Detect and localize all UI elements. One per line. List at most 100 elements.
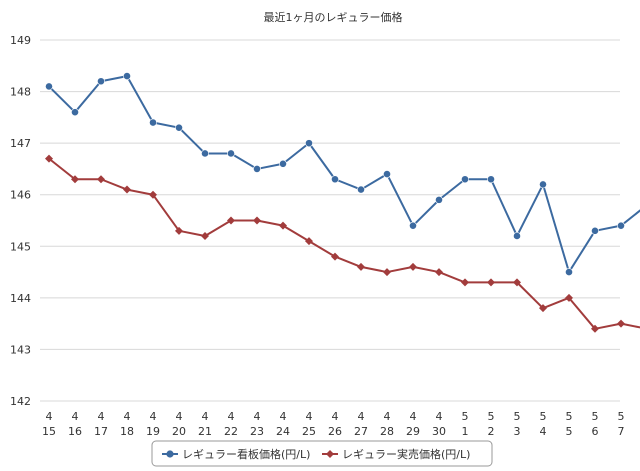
x-axis: 4154164174184194204214224234244254264274… [42,410,625,438]
legend[interactable]: レギュラー看板価格(円/L) レギュラー実売価格(円/L) [151,440,493,467]
data-point[interactable] [331,252,339,261]
x-tick-day: 26 [328,425,342,438]
x-tick-month: 4 [150,410,157,423]
series-line [48,157,640,330]
data-point[interactable] [513,278,521,287]
legend-marker [326,450,334,458]
data-point[interactable] [71,108,79,117]
data-point[interactable] [487,175,495,184]
x-tick-month: 4 [436,410,443,423]
x-tick: 425 [302,410,316,438]
data-point[interactable] [45,154,53,163]
x-tick-day: 22 [224,425,238,438]
y-tick-label: 149 [10,34,31,47]
legend-marker [166,450,174,458]
data-point[interactable] [253,165,261,173]
series-layer [45,72,640,333]
y-tick-label: 144 [10,292,31,305]
data-point[interactable] [539,180,547,189]
x-tick-month: 4 [410,410,417,423]
x-tick-month: 4 [280,410,287,423]
x-tick-day: 1 [462,425,469,438]
data-point[interactable] [591,226,599,235]
data-point[interactable] [149,118,157,127]
x-tick-day: 18 [120,425,134,438]
x-tick-day: 3 [514,425,521,438]
data-point[interactable] [279,159,287,168]
data-point[interactable] [461,278,469,287]
data-point[interactable] [305,139,313,148]
data-point[interactable] [331,175,339,184]
data-point[interactable] [279,221,287,230]
data-point[interactable] [565,268,573,276]
x-tick-day: 30 [432,425,446,438]
x-tick-month: 5 [566,410,573,423]
x-tick-day: 29 [406,425,420,438]
data-point[interactable] [253,216,261,225]
gridlines [40,39,620,402]
data-point[interactable] [357,262,365,271]
data-point[interactable] [461,175,469,184]
x-tick-day: 2 [488,425,495,438]
data-point[interactable] [97,175,105,184]
data-point[interactable] [175,123,183,132]
data-point[interactable] [357,185,365,194]
data-point[interactable] [305,237,313,246]
data-point[interactable] [565,293,573,302]
data-point[interactable] [175,226,183,235]
x-tick-month: 4 [306,410,313,423]
legend-item-1[interactable]: レギュラー看板価格(円/L) [162,447,310,461]
x-tick-day: 27 [354,425,368,438]
x-tick-day: 28 [380,425,394,438]
data-point[interactable] [45,82,53,91]
y-tick-label: 143 [10,343,31,356]
y-axis: 142 143 144 145 146 147 148 149 [10,34,31,408]
x-tick: 418 [120,410,134,438]
x-tick-day: 5 [566,425,573,438]
data-point[interactable] [383,268,391,277]
y-tick-label: 147 [10,137,31,150]
data-point[interactable] [227,149,235,158]
x-tick-day: 15 [42,425,56,438]
data-point[interactable] [409,221,417,230]
x-tick-month: 4 [358,410,365,423]
x-tick-month: 4 [384,410,391,423]
data-point[interactable] [201,231,209,240]
x-tick-day: 20 [172,425,186,438]
x-tick: 415 [42,410,56,438]
x-tick: 51 [462,410,469,438]
data-point[interactable] [617,221,625,230]
legend-item-2[interactable]: レギュラー実売価格(円/L) [322,447,470,461]
x-tick-day: 25 [302,425,316,438]
data-point[interactable] [123,185,131,194]
data-point[interactable] [149,190,157,199]
legend-label: レギュラー実売価格(円/L) [342,447,470,461]
x-tick-month: 4 [98,410,105,423]
data-point[interactable] [97,77,105,86]
x-tick-day: 17 [94,425,108,438]
data-point[interactable] [201,149,209,158]
y-tick-label: 148 [10,86,31,99]
x-tick-day: 7 [618,425,625,438]
x-tick-month: 4 [228,410,235,423]
data-point[interactable] [227,216,235,225]
x-tick: 416 [68,410,82,438]
x-tick-month: 4 [72,410,79,423]
x-tick: 423 [250,410,264,438]
x-tick-month: 4 [124,410,131,423]
data-point[interactable] [435,195,443,204]
data-point[interactable] [409,262,417,271]
data-point[interactable] [591,324,599,333]
data-point[interactable] [71,175,79,184]
data-point[interactable] [383,170,391,178]
data-point[interactable] [435,268,443,277]
data-point[interactable] [513,232,521,240]
data-point[interactable] [617,319,625,328]
data-point[interactable] [539,304,547,313]
data-point[interactable] [487,278,495,287]
data-point[interactable] [123,72,131,80]
x-tick-day: 4 [540,425,547,438]
x-tick-day: 23 [250,425,264,438]
y-tick-label: 145 [10,240,31,253]
